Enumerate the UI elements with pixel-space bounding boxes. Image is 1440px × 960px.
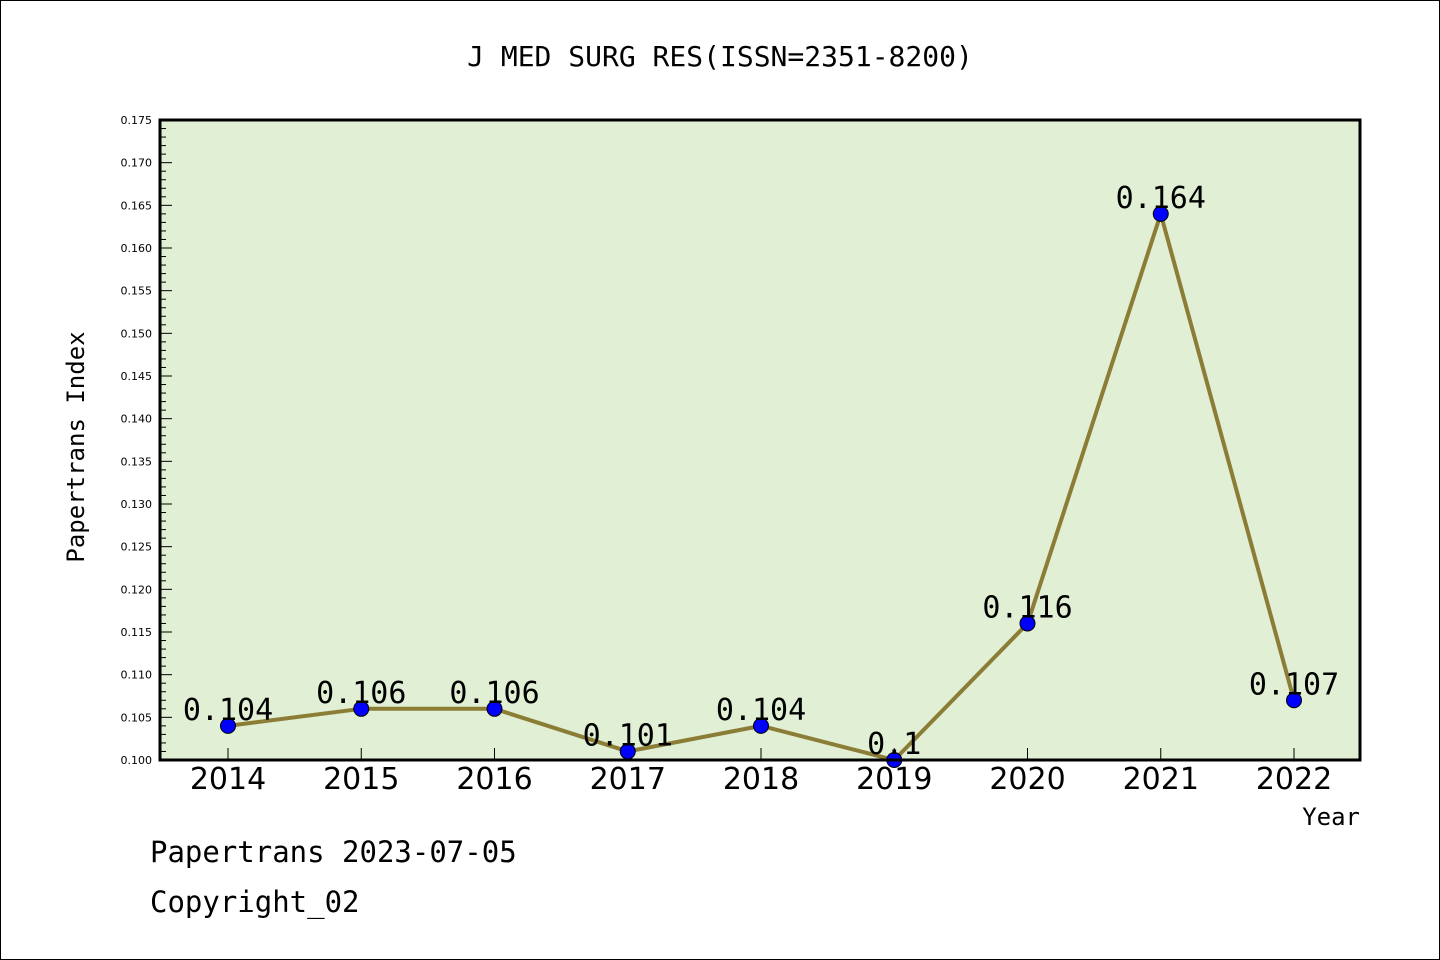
y-tick-label: 0.150 (121, 327, 153, 340)
x-tick-label: 2015 (323, 762, 399, 797)
x-axis-label: Year (1302, 803, 1360, 831)
x-tick-label: 2014 (190, 762, 266, 797)
x-axis: 2014 2015 2016 2017 2018 2019 2020 2021 2022 (190, 748, 1332, 797)
data-point (1286, 692, 1302, 709)
data-label: 0.106 (449, 676, 539, 711)
y-tick-label: 0.155 (121, 285, 153, 298)
x-tick-label: 2020 (989, 762, 1065, 797)
data-label: 0.116 (982, 590, 1072, 625)
data-label: 0.1 (867, 727, 921, 762)
data-labels: 0.104 0.106 0.106 0.101 0.104 0.1 0.116 0.164 0.… (183, 181, 1339, 762)
data-label: 0.164 (1116, 181, 1206, 216)
y-tick-label: 0.170 (121, 157, 153, 170)
data-label: 0.104 (183, 693, 273, 728)
plot-area (160, 120, 1360, 760)
y-axis-label: Papertrans Index (62, 331, 90, 562)
data-label: 0.104 (716, 693, 806, 728)
footer-date: Papertrans 2023-07-05 (150, 835, 517, 869)
y-tick-label: 0.125 (121, 541, 153, 554)
y-tick-label: 0.135 (121, 455, 153, 468)
data-point (1152, 205, 1169, 222)
y-tick-label: 0.115 (121, 626, 153, 639)
data-point (486, 700, 503, 717)
y-tick-label: 0.130 (121, 498, 153, 511)
x-tick-label: 2018 (723, 762, 799, 797)
markers (220, 205, 1302, 768)
x-tick-label: 2021 (1123, 762, 1199, 797)
x-tick-label: 2022 (1256, 762, 1332, 797)
y-tick-label: 0.120 (121, 583, 153, 596)
footer-copyright: Copyright_02 (150, 885, 360, 919)
data-point (220, 717, 236, 734)
data-label: 0.107 (1249, 667, 1339, 702)
y-tick-label: 0.145 (121, 370, 153, 383)
chart-title: J MED SURG RES(ISSN=2351-8200) (467, 40, 973, 73)
y-tick-label: 0.105 (121, 711, 153, 724)
x-tick-label: 2017 (590, 762, 666, 797)
data-label: 0.106 (316, 676, 406, 711)
y-tick-label: 0.140 (121, 413, 153, 426)
y-tick-label: 0.165 (121, 199, 153, 212)
y-tick-label: 0.100 (121, 754, 153, 767)
y-tick-label: 0.175 (121, 114, 153, 127)
data-label: 0.101 (583, 718, 673, 753)
data-point (1019, 615, 1036, 632)
data-point (753, 717, 769, 734)
y-tick-label: 0.160 (121, 242, 153, 255)
y-axis: 0.100 0.105 0.110 0.115 0.120 0.125 0.130 0.135… (121, 114, 172, 767)
plot-border (158, 118, 1362, 762)
x-tick-label: 2016 (456, 762, 532, 797)
data-point (353, 700, 370, 717)
y-tick-label: 0.110 (121, 669, 153, 682)
